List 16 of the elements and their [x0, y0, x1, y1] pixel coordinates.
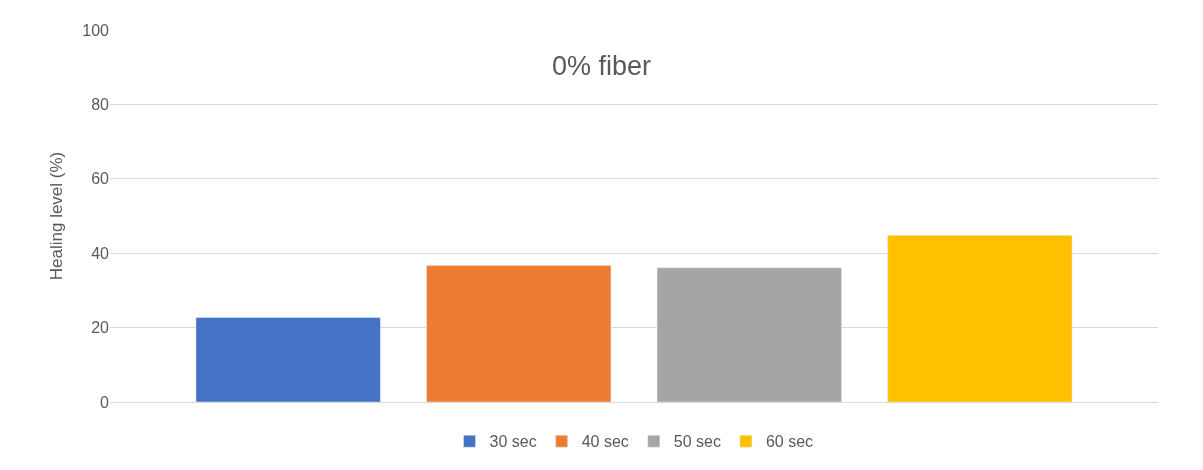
y-tick-label: 100 — [82, 21, 110, 39]
bar — [195, 317, 381, 402]
text: 0% fiber — [551, 51, 652, 82]
y-tick-label: 60 — [91, 170, 110, 188]
legend-label: 60 sec — [765, 433, 814, 451]
y-tick-label: 40 — [91, 244, 110, 262]
y-axis-title: Healing level (%) — [46, 151, 66, 281]
bar — [426, 265, 612, 402]
legend-label: 50 sec — [673, 433, 721, 451]
y-tick-label: 80 — [91, 96, 110, 113]
legend-label: 30 sec — [489, 433, 537, 451]
bar — [887, 235, 1073, 402]
legend-label: 40 sec — [581, 433, 629, 451]
y-tick-label: 20 — [91, 319, 110, 337]
bar — [656, 267, 842, 402]
y-tick-label: 0 — [100, 393, 110, 411]
